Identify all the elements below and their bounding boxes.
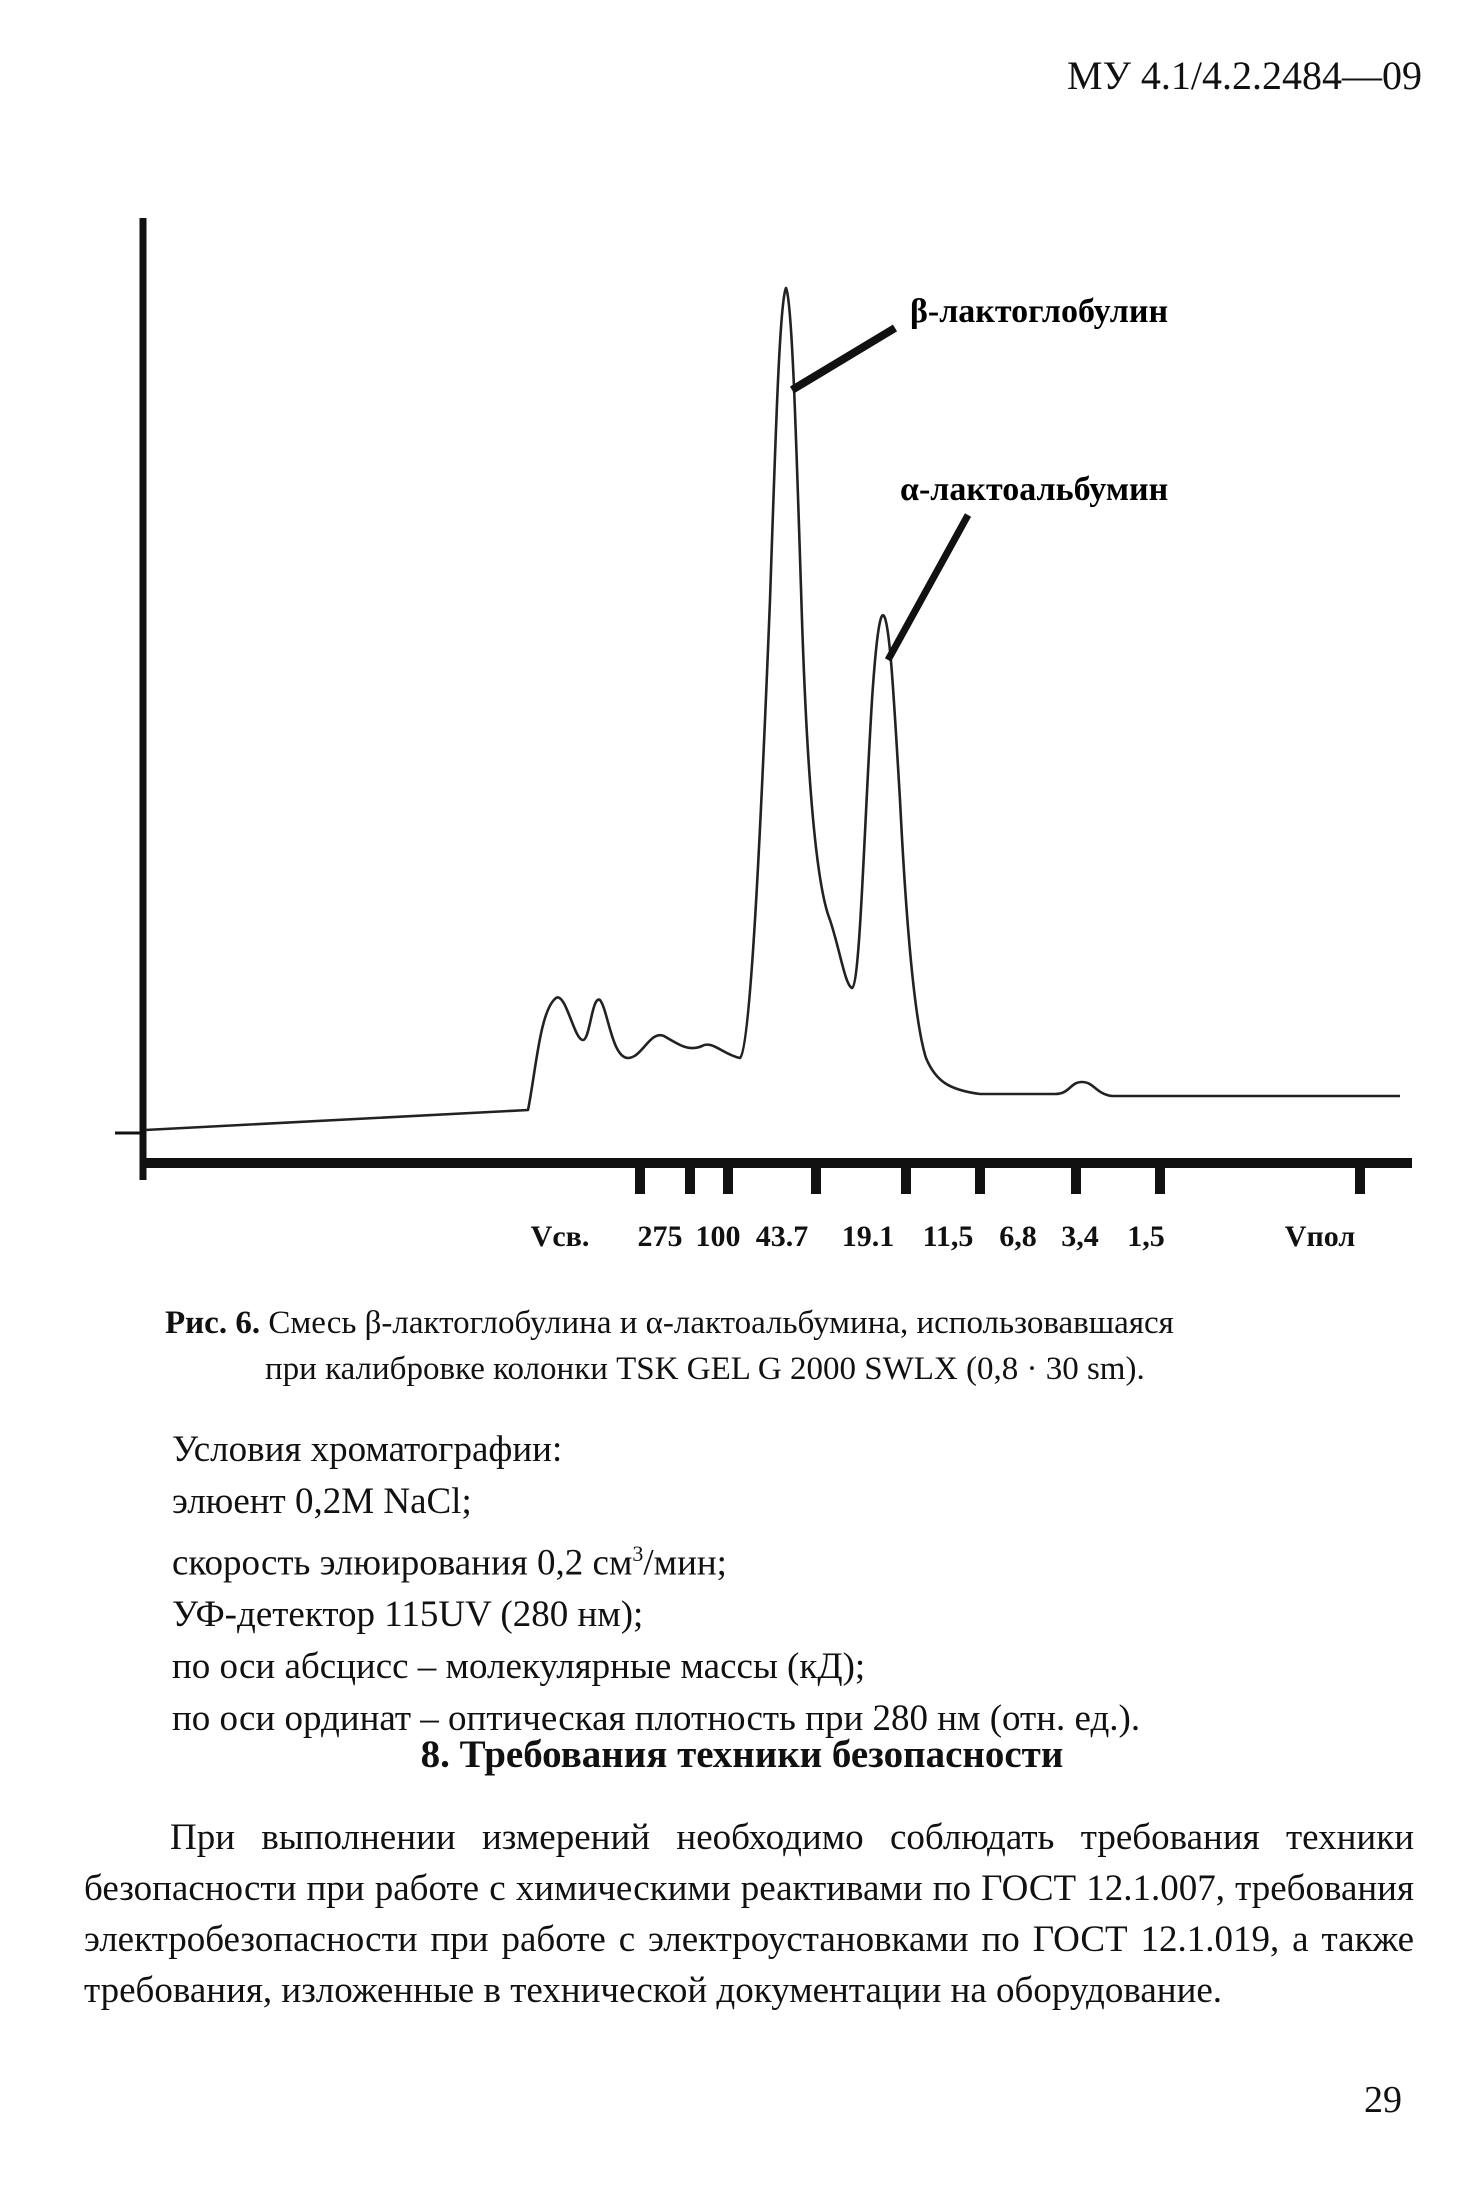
x-tick (1155, 1166, 1165, 1194)
x-tick (685, 1166, 695, 1194)
x-tick-label: 3,4 (1061, 1220, 1099, 1253)
page-number: 29 (1364, 2079, 1402, 2121)
x-tick-label: 11,5 (923, 1220, 974, 1253)
x-tick (811, 1166, 821, 1194)
x-tick-label: 19.1 (842, 1220, 895, 1253)
document-code: МУ 4.1/4.2.2484—09 (1067, 53, 1422, 98)
chromatogram-chart: β-лактоглобулин α-лактоальбумин Vсв. 275 1… (115, 218, 1412, 1253)
x-tick-labels: Vсв. 275 100 43.7 19.1 11,5 6,8 3,4 1,5 Vпол (531, 1220, 1356, 1253)
alpha-pointer (884, 513, 972, 662)
caption-line-1: Смесь β-лактоглобулина и α-лактоальбумин… (260, 1305, 1174, 1341)
section-title: 8. Требования техники безопасности (420, 1733, 1064, 1776)
beta-pointer (789, 324, 898, 394)
rate-sup: 3 (632, 1541, 644, 1566)
conditions-abscissa: по оси абсцисс – молекулярные массы (кД)… (172, 1646, 866, 1688)
alpha-lactalbumin-label: α-лактоальбумин (900, 471, 1168, 508)
x-tick-label: 6,8 (999, 1220, 1037, 1253)
x-tick-label: 1,5 (1127, 1220, 1165, 1253)
x-tick (1071, 1166, 1081, 1194)
beta-lactoglobulin-label: β-лактоглобулин (910, 293, 1168, 330)
x-tick (1355, 1166, 1365, 1194)
x-tick-label: Vпол (1285, 1220, 1356, 1253)
figure-label: Рис. 6. (165, 1305, 261, 1341)
figure-caption: Рис. 6. Смесь β-лактоглобулина и α-лакто… (165, 1300, 1365, 1392)
chromatography-conditions: Условия хроматографии: элюент 0,2M NaCl;… (172, 1424, 1140, 1745)
x-tick (723, 1166, 733, 1194)
section-paragraph: При выполнении измерений необходимо собл… (84, 1812, 1414, 2016)
x-tick-label: 275 (638, 1220, 683, 1253)
x-tick-label: Vсв. (531, 1220, 590, 1253)
conditions-detector: УФ-детектор 115UV (280 нм); (172, 1594, 644, 1636)
paragraph-text: При выполнении измерений необходимо собл… (84, 1817, 1414, 2011)
rate-prefix: скорость элюирования 0,2 см (172, 1542, 633, 1584)
rate-suffix: /мин; (643, 1542, 727, 1584)
x-tick-label: 100 (696, 1220, 741, 1253)
x-tick (975, 1166, 985, 1194)
caption-line-2: при калибровке колонки TSK GEL G 2000 SW… (265, 1351, 1145, 1387)
conditions-eluent: элюент 0,2M NaCl; (172, 1481, 472, 1522)
x-ticks (635, 1166, 1365, 1194)
conditions-title: Условия хроматографии: (172, 1429, 563, 1470)
conditions-ordinate: по оси ординат – оптическая плотность пр… (172, 1698, 1141, 1740)
x-tick (635, 1166, 645, 1194)
x-tick (901, 1166, 911, 1194)
chromatogram-trace (144, 286, 1400, 1132)
x-tick-label: 43.7 (756, 1220, 809, 1253)
conditions-rate: скорость элюирования 0,2 см3/мин; (172, 1528, 1140, 1589)
